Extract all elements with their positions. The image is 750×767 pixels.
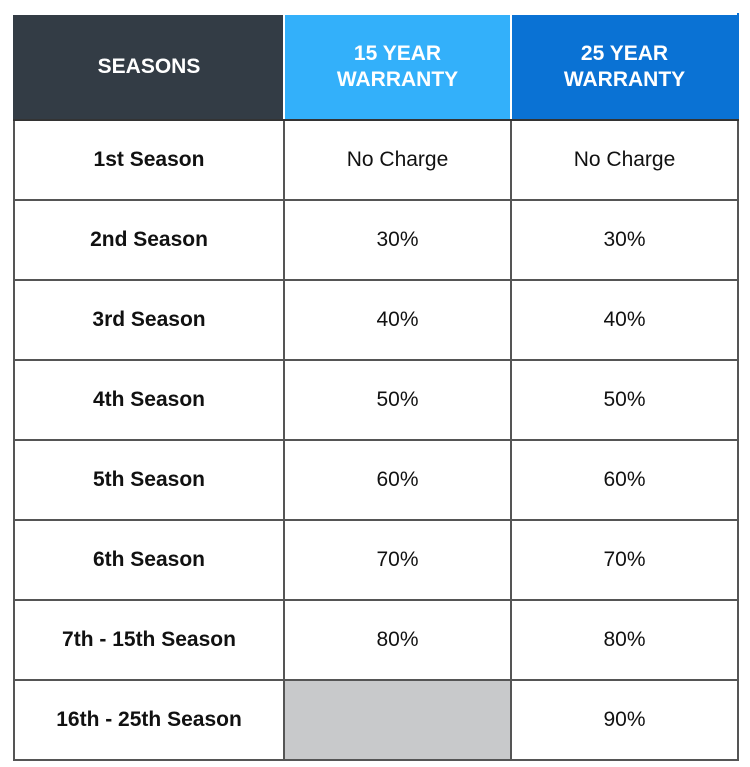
charge-cell: 60% xyxy=(510,439,739,521)
charge-cell: 40% xyxy=(510,279,739,361)
season-label: 5th Season xyxy=(13,439,285,521)
header-cell: SEASONS xyxy=(13,13,285,121)
season-label: 2nd Season xyxy=(13,199,285,281)
header-cell: 15 YEAR WARRANTY xyxy=(283,13,512,121)
season-label: 16th - 25th Season xyxy=(13,679,285,761)
table-row: 6th Season 70% 70% xyxy=(13,519,739,601)
table-body: 1st Season No Charge No Charge 2nd Season 30… xyxy=(13,119,739,761)
charge-cell: 70% xyxy=(510,519,739,601)
season-label: 6th Season xyxy=(13,519,285,601)
season-label: 7th - 15th Season xyxy=(13,599,285,681)
header-cell: 25 YEAR WARRANTY xyxy=(510,13,739,121)
charge-cell: 30% xyxy=(510,199,739,281)
table-row: 1st Season No Charge No Charge xyxy=(13,119,739,201)
charge-cell: No Charge xyxy=(283,119,512,201)
charge-cell: 50% xyxy=(283,359,512,441)
charge-cell: 80% xyxy=(510,599,739,681)
charge-cell: No Charge xyxy=(510,119,739,201)
charge-cell: 70% xyxy=(283,519,512,601)
charge-cell: 80% xyxy=(283,599,512,681)
warranty-table: SEASONS 15 YEAR WARRANTY 25 YEAR WARRANTY … xyxy=(13,13,739,761)
season-label: 1st Season xyxy=(13,119,285,201)
table-row: 16th - 25th Season 90% xyxy=(13,679,739,761)
table-row: 4th Season 50% 50% xyxy=(13,359,739,441)
season-label: 4th Season xyxy=(13,359,285,441)
charge-cell: 90% xyxy=(510,679,739,761)
charge-cell: 40% xyxy=(283,279,512,361)
charge-cell: 30% xyxy=(283,199,512,281)
header-row: SEASONS 15 YEAR WARRANTY 25 YEAR WARRANTY xyxy=(13,13,739,121)
season-label: 3rd Season xyxy=(13,279,285,361)
empty-cell xyxy=(283,679,512,761)
charge-cell: 50% xyxy=(510,359,739,441)
charge-cell: 60% xyxy=(283,439,512,521)
table-row: 3rd Season 40% 40% xyxy=(13,279,739,361)
table-row: 7th - 15th Season 80% 80% xyxy=(13,599,739,681)
table-row: 2nd Season 30% 30% xyxy=(13,199,739,281)
table-row: 5th Season 60% 60% xyxy=(13,439,739,521)
